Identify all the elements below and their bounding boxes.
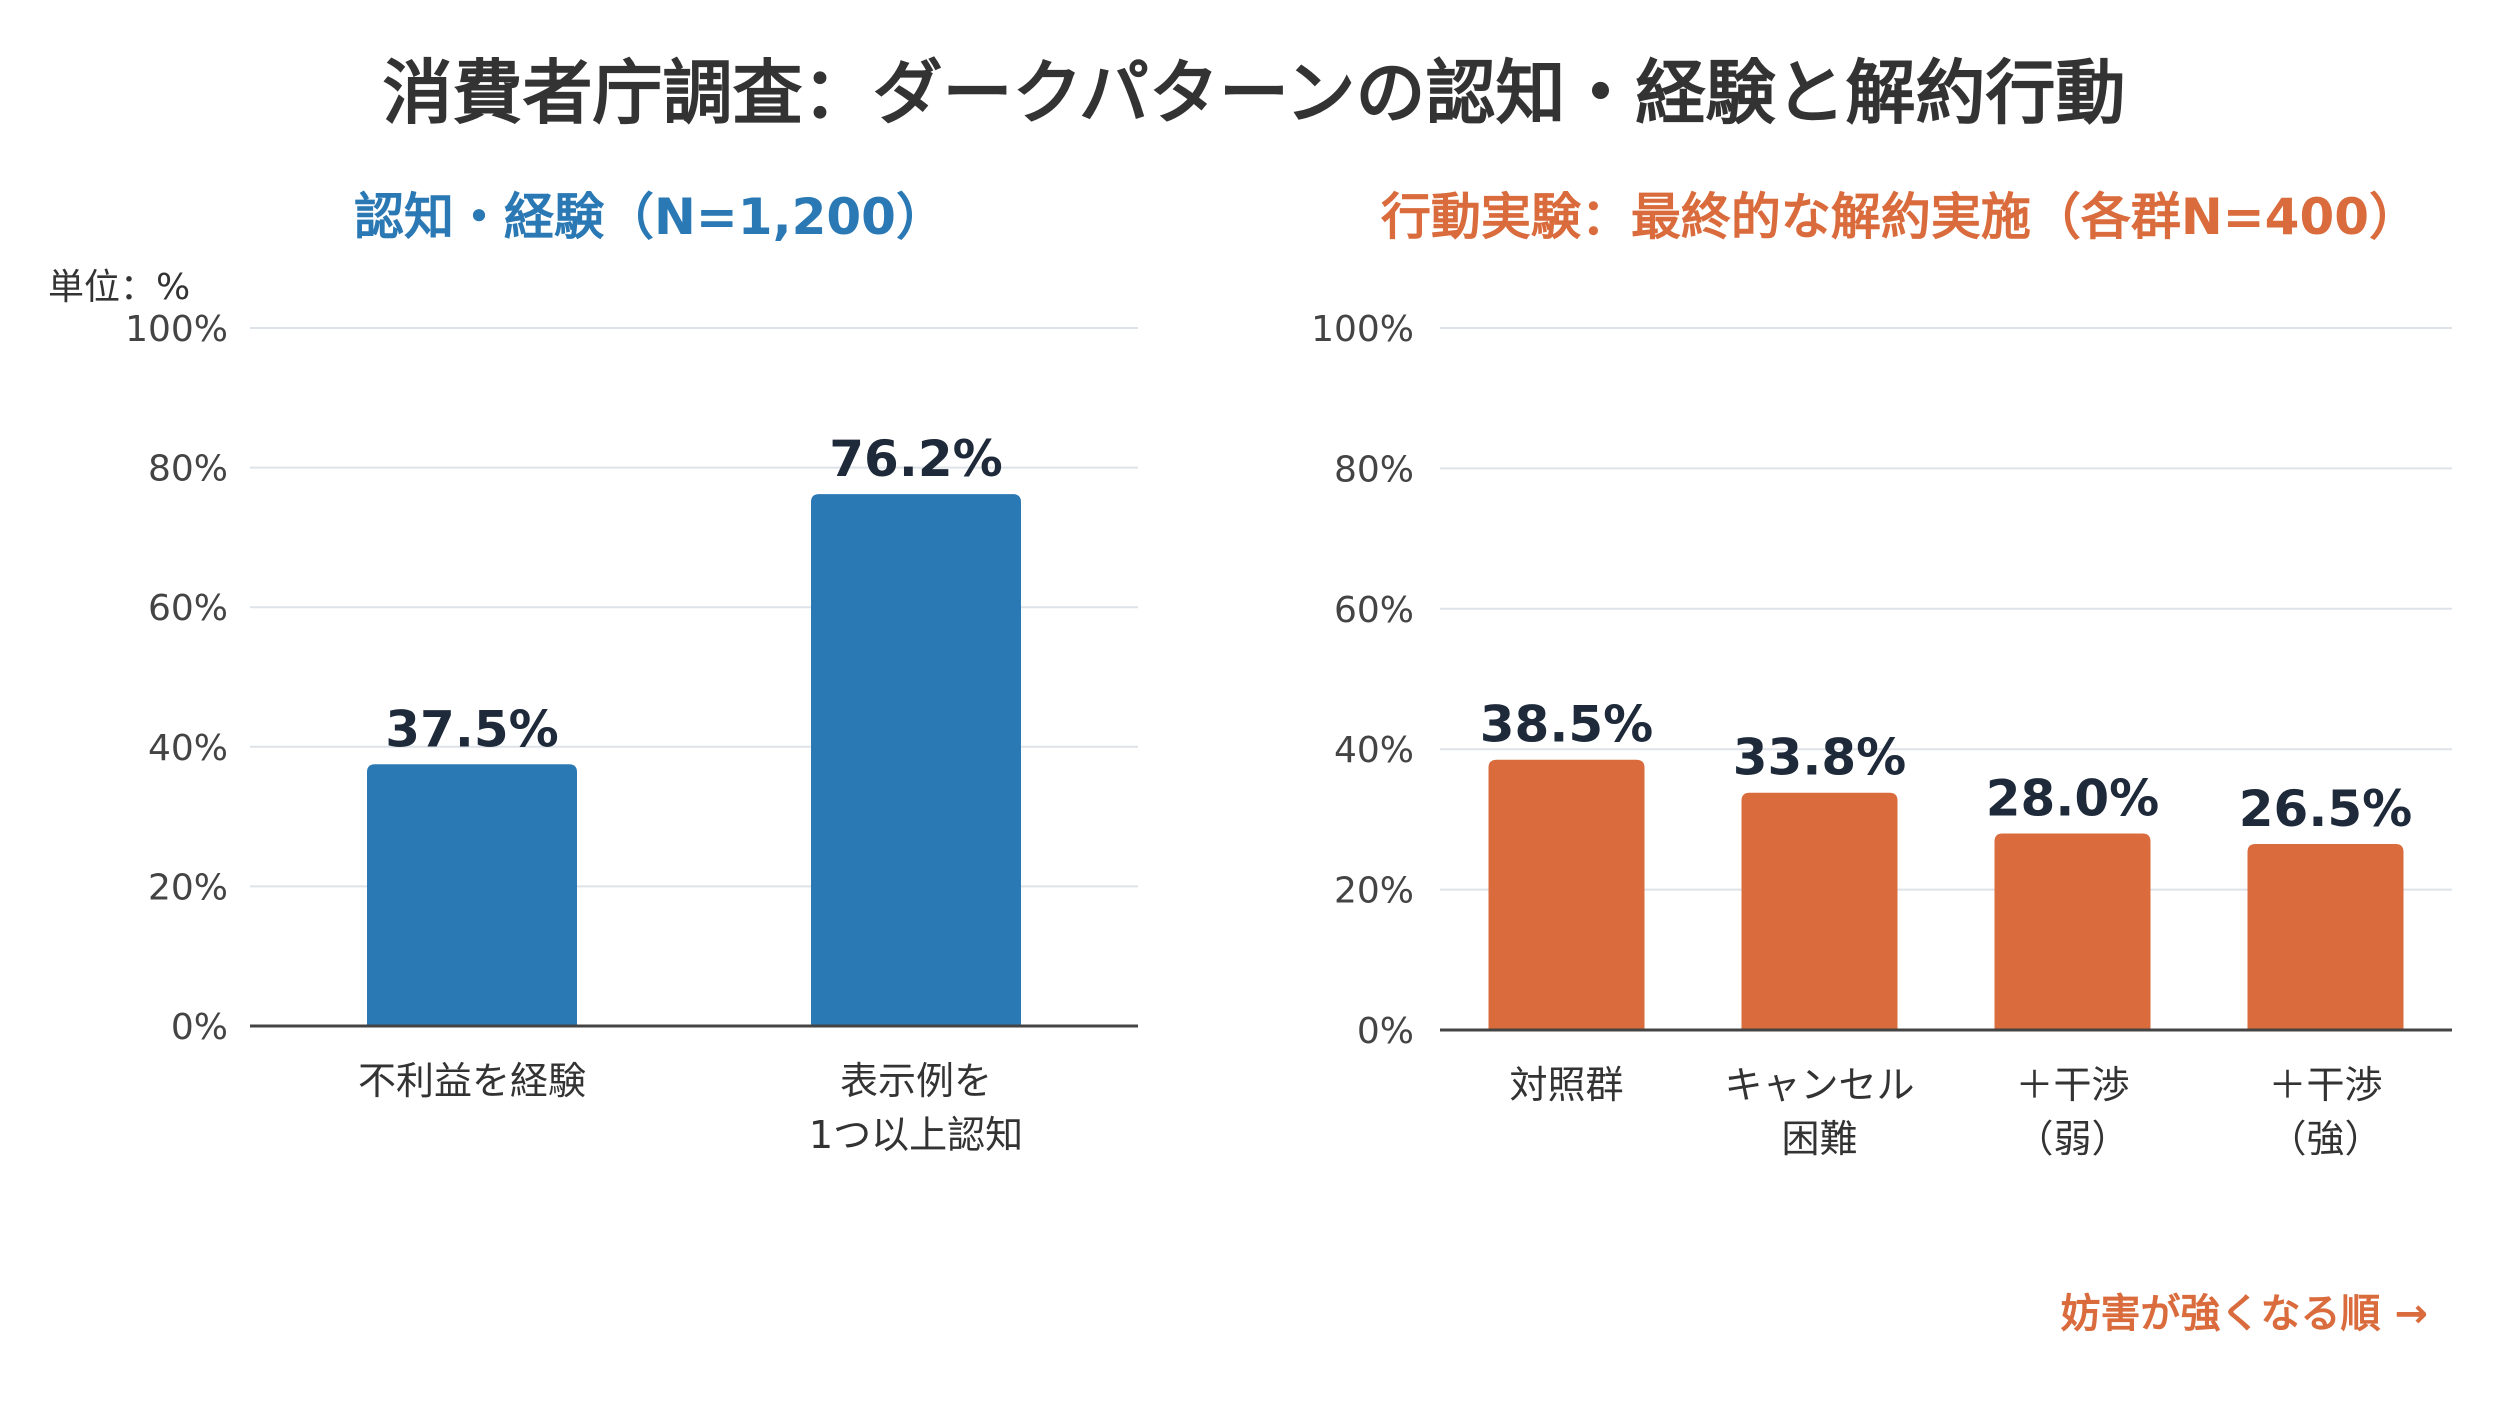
right-category-label: （強） bbox=[2268, 1117, 2382, 1161]
left-category-label: 不利益を経験 bbox=[358, 1059, 586, 1103]
order-note: 妨害が強くなる順 → bbox=[2060, 1291, 2428, 1337]
right-category-label: 対照群 bbox=[1509, 1063, 1623, 1107]
chart-title: 消費者庁調査：ダークパターンの認知・経験と解約行動 bbox=[382, 52, 2126, 134]
left-category-label: 表示例を bbox=[840, 1059, 992, 1103]
right-ytick-label: 80% bbox=[1334, 449, 1414, 490]
right-value-label: 38.5% bbox=[1480, 696, 1653, 754]
right-value-label: 28.0% bbox=[1986, 769, 2159, 827]
left-ytick-label: 80% bbox=[148, 449, 228, 490]
left-bar bbox=[367, 764, 577, 1026]
left-bar bbox=[811, 494, 1021, 1026]
left-value-label: 76.2% bbox=[829, 430, 1002, 488]
right-bar bbox=[2247, 843, 2404, 1030]
right-category-label: キャンセル bbox=[1724, 1063, 1914, 1107]
left-panel-title: 認知・経験（N=1,200） bbox=[354, 188, 946, 246]
left-ytick-label: 40% bbox=[148, 728, 228, 769]
right-category-label: （弱） bbox=[2015, 1117, 2129, 1161]
right-ytick-label: 40% bbox=[1334, 730, 1414, 771]
left-category-label: 1つ以上認知 bbox=[809, 1113, 1023, 1157]
right-value-label: 26.5% bbox=[2239, 780, 2412, 838]
right-ytick-label: 100% bbox=[1311, 309, 1414, 350]
right-value-label: 33.8% bbox=[1733, 729, 1906, 787]
right-ytick-label: 20% bbox=[1334, 871, 1414, 912]
left-ytick-label: 60% bbox=[148, 588, 228, 629]
right-ytick-label: 0% bbox=[1357, 1011, 1414, 1052]
right-bar bbox=[1741, 792, 1898, 1030]
right-category-label: ＋干渉 bbox=[2015, 1063, 2129, 1107]
right-category-label: 困難 bbox=[1781, 1117, 1857, 1161]
right-bar bbox=[1488, 759, 1645, 1030]
unit-label: 単位：% bbox=[48, 267, 191, 308]
left-ytick-label: 20% bbox=[148, 867, 228, 908]
right-panel-title: 行動実験：最終的な解約実施（各群N=400） bbox=[1380, 188, 2420, 246]
left-ytick-label: 100% bbox=[125, 309, 228, 350]
right-ytick-label: 60% bbox=[1334, 590, 1414, 631]
right-category-label: ＋干渉 bbox=[2268, 1063, 2382, 1107]
left-value-label: 37.5% bbox=[385, 700, 558, 758]
left-ytick-label: 0% bbox=[171, 1007, 228, 1048]
right-bar bbox=[1994, 833, 2151, 1030]
